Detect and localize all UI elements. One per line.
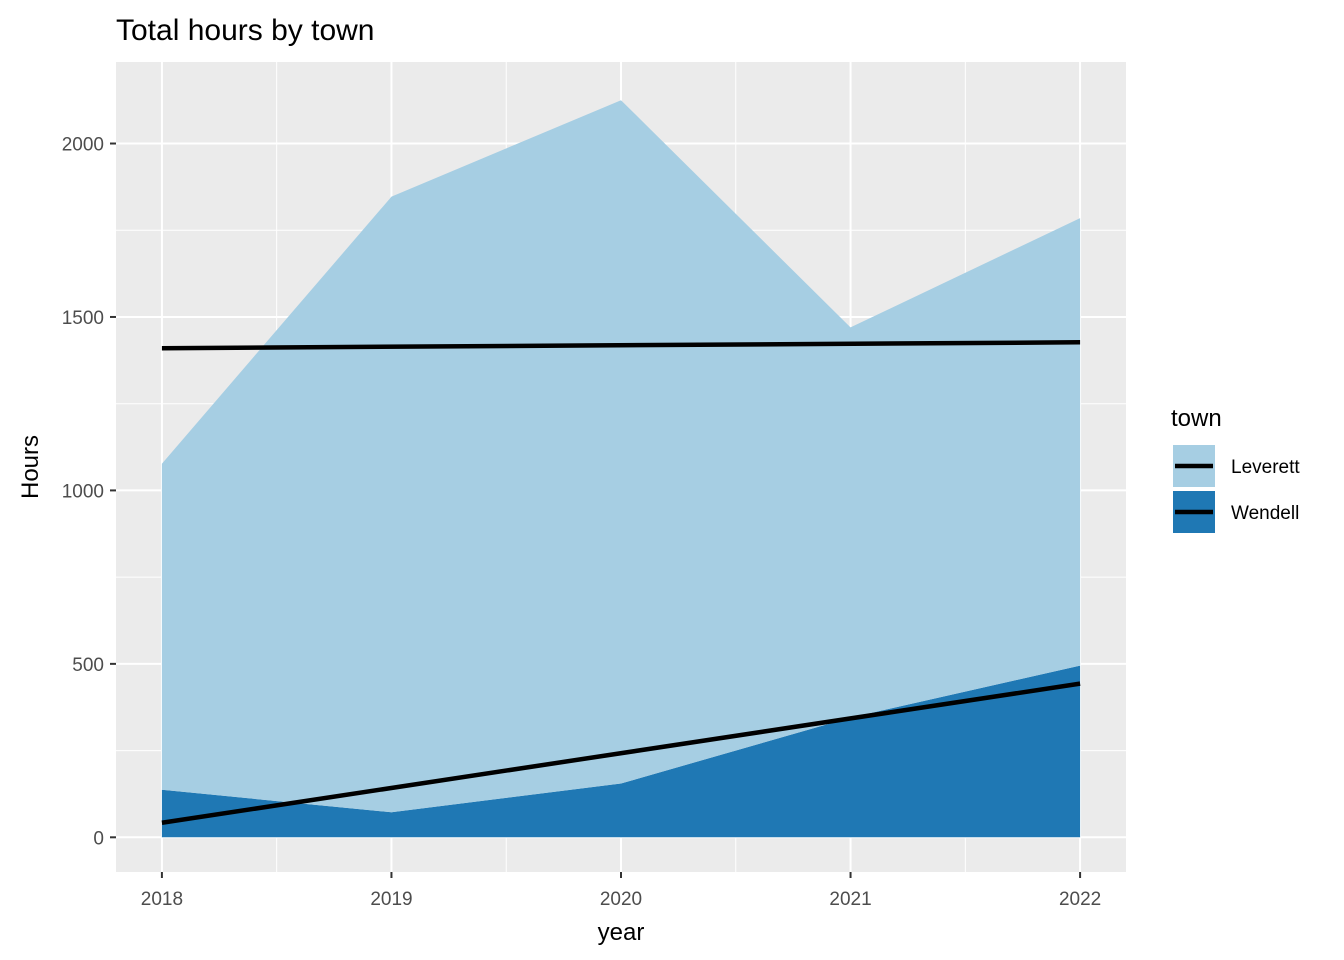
trend-lines (161, 340, 1081, 825)
y-tick-label: 1000 (62, 481, 104, 502)
y-axis-title: Hours (17, 435, 44, 499)
legend-label-leverett: Leverett (1231, 457, 1300, 478)
legend-label-wendell: Wendell (1231, 503, 1299, 524)
y-tick-label: 500 (72, 655, 104, 676)
x-tick-label: 2022 (1059, 889, 1101, 910)
y-tick-label: 2000 (62, 135, 104, 156)
x-tick-label: 2018 (141, 889, 183, 910)
legend-title: town (1171, 405, 1222, 432)
y-tick-label: 0 (93, 828, 104, 849)
area-wendell (161, 665, 1081, 838)
trend-line-leverett (161, 340, 1081, 351)
area-leverett (161, 100, 1081, 813)
legend: town Leverett Wendell (1171, 405, 1300, 535)
area-series (161, 100, 1081, 838)
x-tick-label: 2019 (370, 889, 412, 910)
x-tick-label: 2020 (600, 889, 642, 910)
trend-line-wendell (161, 681, 1081, 825)
chart-title: Total hours by town (116, 14, 374, 47)
x-tick-label: 2021 (829, 889, 871, 910)
x-axis-title: year (598, 919, 645, 946)
y-tick-label: 1500 (62, 308, 104, 329)
x-axis-ticks: 2018 2019 2020 2021 2022 (141, 872, 1101, 910)
y-axis-ticks: 0 500 1000 1500 2000 (62, 135, 116, 849)
